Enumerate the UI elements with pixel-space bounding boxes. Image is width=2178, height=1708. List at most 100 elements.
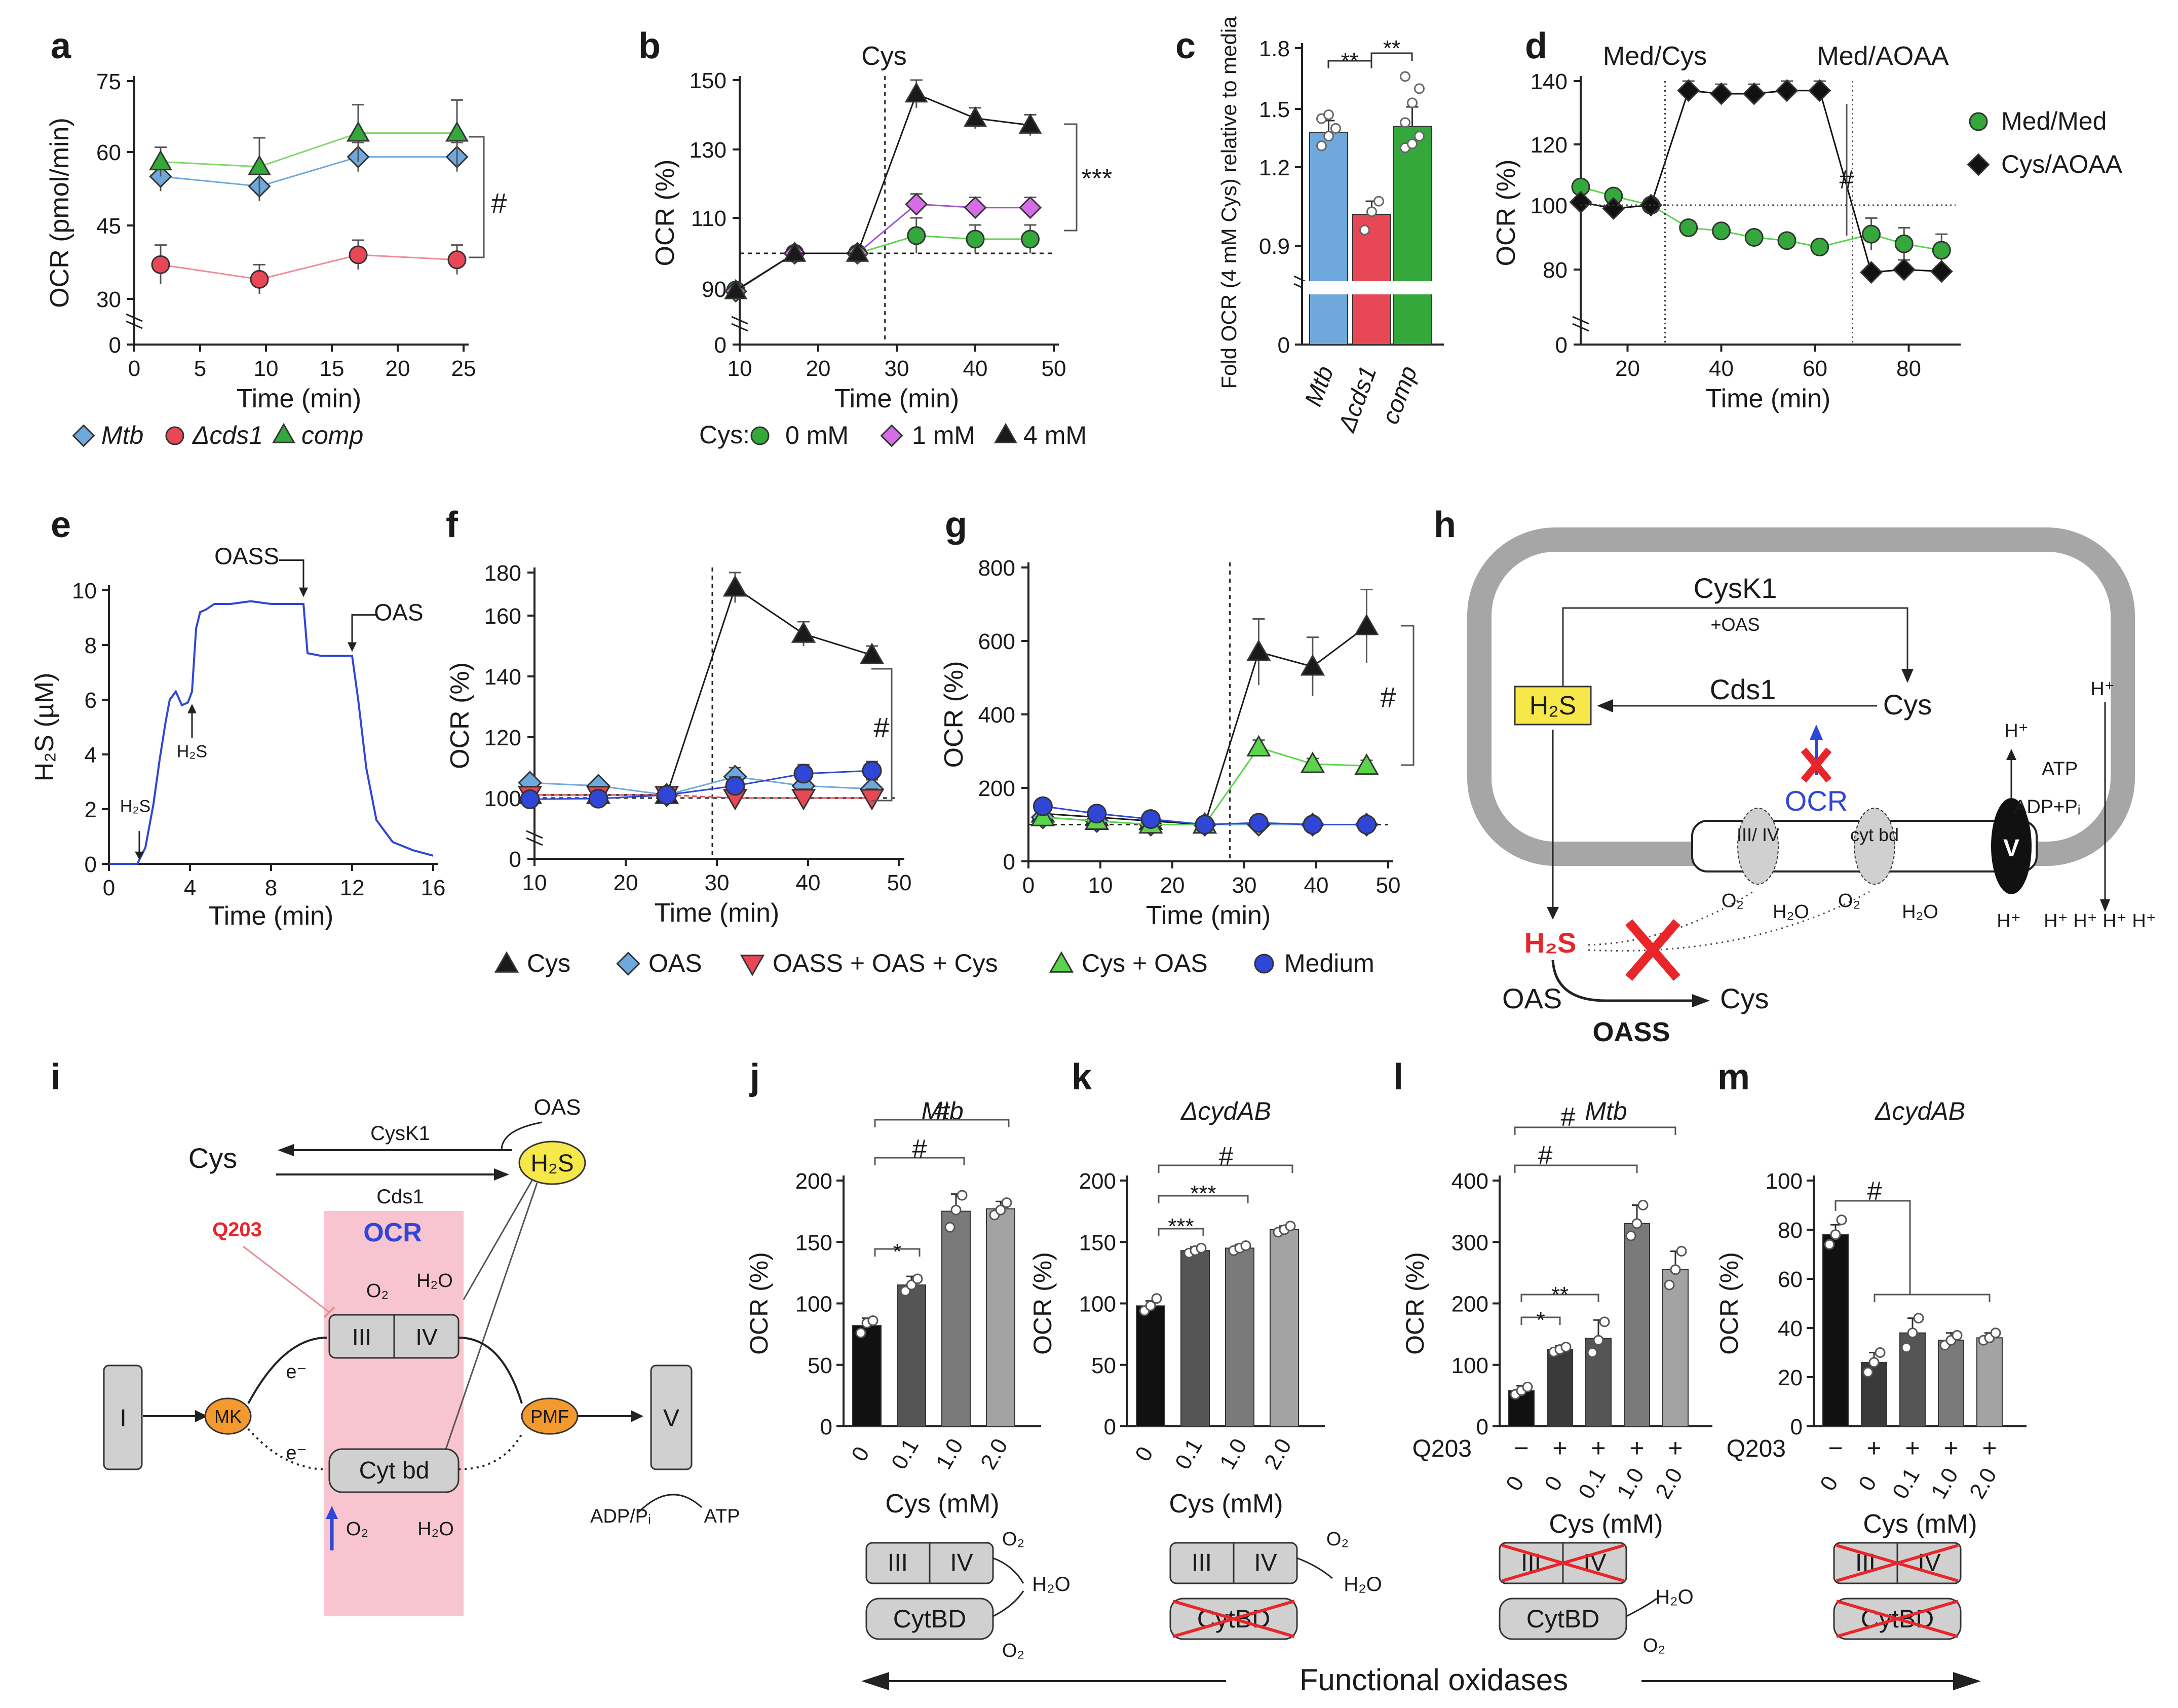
bracket	[871, 668, 893, 802]
replicate-point	[900, 1285, 911, 1297]
sig-bracket	[1327, 60, 1372, 68]
y-tick-label: 130	[690, 138, 727, 163]
proton-path	[458, 1337, 523, 1404]
replicate-point	[957, 1190, 968, 1201]
replicate-point	[1593, 1335, 1604, 1346]
x-tick-label: 40	[963, 356, 988, 381]
data-point	[149, 149, 172, 171]
x-tick-label: 60	[1803, 356, 1827, 381]
x-tick-label: 1.0	[1926, 1464, 1963, 1503]
sig-mark: #	[1219, 1142, 1234, 1171]
replicate-point	[1366, 206, 1377, 217]
legend-marker	[994, 423, 1017, 443]
complex-v-box	[650, 1364, 693, 1470]
chart-title: Mtb	[1585, 1097, 1627, 1125]
replicate-point	[1323, 109, 1334, 120]
replicate-point	[1522, 1381, 1533, 1392]
replicate-point	[1414, 83, 1425, 94]
y-tick-label: 600	[978, 629, 1015, 654]
replicate-point	[1400, 71, 1410, 82]
complex-iv-label: IV	[415, 1324, 438, 1350]
y-tick-label: 400	[1451, 1169, 1488, 1194]
h2o-label: H₂O	[1344, 1573, 1382, 1596]
replicate-point	[944, 1222, 956, 1233]
replicate-point	[1330, 123, 1341, 134]
replicate-point	[1414, 131, 1425, 142]
arrow-head	[1692, 994, 1710, 1007]
panel-letter-f: f	[446, 505, 458, 545]
h2o-label: H₂O	[1655, 1586, 1694, 1608]
data-point	[1677, 79, 1700, 102]
electron-path	[247, 1337, 327, 1404]
complex-iii-label: III	[888, 1549, 908, 1576]
sig-bracket	[874, 1157, 965, 1165]
q203-sign: +	[1668, 1434, 1683, 1462]
legend-marker	[1969, 112, 1988, 131]
replicate-point	[1316, 140, 1327, 151]
sig-bracket	[874, 1119, 1010, 1127]
y-tick-label: 100	[1766, 1169, 1803, 1194]
sig-mark: #	[1561, 1103, 1576, 1132]
y-tick-label: 80	[1543, 258, 1568, 283]
x-tick-label: 0	[103, 876, 115, 900]
replicate-point	[1868, 1357, 1880, 1368]
sig-mark: #	[1538, 1141, 1553, 1170]
atp-label: ATP	[704, 1506, 740, 1527]
data-point	[250, 270, 269, 289]
y-tick-label: 0	[1104, 1415, 1116, 1439]
replicate-point	[1323, 131, 1334, 142]
bar	[1225, 1247, 1254, 1427]
o2-label: O₂	[1002, 1640, 1024, 1661]
x-tick-label: 0	[1022, 873, 1035, 898]
axis-break	[1572, 316, 1589, 325]
data-point	[1639, 194, 1663, 217]
y-tick-label: 120	[484, 726, 521, 750]
x-tick-label: 25	[451, 356, 476, 381]
data-point	[1018, 196, 1042, 219]
y-tick-label: 0	[109, 333, 121, 358]
replicate-point	[912, 1273, 923, 1284]
replicate-point	[1830, 1229, 1841, 1240]
annotation-label: H₂S	[120, 796, 150, 816]
bar	[1309, 132, 1348, 345]
o2-label: O₂	[1002, 1529, 1024, 1550]
data-point	[1712, 221, 1731, 241]
y-tick-label: 10	[72, 579, 97, 603]
x-tick-label: 50	[1042, 356, 1066, 381]
y-tick-label: 0	[714, 333, 727, 358]
data-point	[1354, 753, 1379, 775]
row-label: Q203	[1727, 1435, 1786, 1462]
cross-out-icon	[1502, 1544, 1624, 1582]
data-point	[151, 255, 170, 274]
data-point	[248, 155, 271, 175]
data-point	[964, 196, 987, 219]
arrow-head	[1810, 725, 1823, 740]
replicate-point	[1664, 1279, 1675, 1291]
y-tick-label: 0	[1555, 333, 1568, 358]
data-point	[1602, 197, 1625, 220]
annotation-label: OAS	[374, 599, 423, 625]
atp-synthase-label: V	[2003, 835, 2019, 862]
data-point	[1021, 230, 1040, 249]
adp-label: ADP/Pᵢ	[590, 1506, 651, 1527]
x-tick-label: 8	[265, 876, 277, 900]
panel-letter-a: a	[51, 26, 71, 66]
bracket	[469, 136, 485, 258]
x-axis-label: Time (min)	[209, 901, 334, 931]
significance-stars: ***	[1082, 164, 1113, 194]
replicate-point	[950, 1204, 962, 1216]
x-tick-label: 20	[614, 870, 638, 895]
x-tick-label: 50	[1376, 873, 1401, 898]
data-point	[1862, 224, 1881, 244]
chart-a: 0 30 45 60 75 0 5 10 15 20 25 Time (min) OCR (pmol/m…	[45, 69, 507, 449]
cyt-bd-label: cyt bd	[1850, 824, 1899, 845]
x-tick-label: 0.1	[1574, 1464, 1611, 1503]
legend-marker	[165, 426, 184, 445]
sig-mark: #	[912, 1134, 927, 1164]
y-axis-label: OCR (%)	[1715, 1252, 1743, 1355]
q203-sign: +	[1982, 1434, 1997, 1462]
bar	[1270, 1229, 1299, 1427]
complex-iii-iv	[1737, 808, 1779, 885]
